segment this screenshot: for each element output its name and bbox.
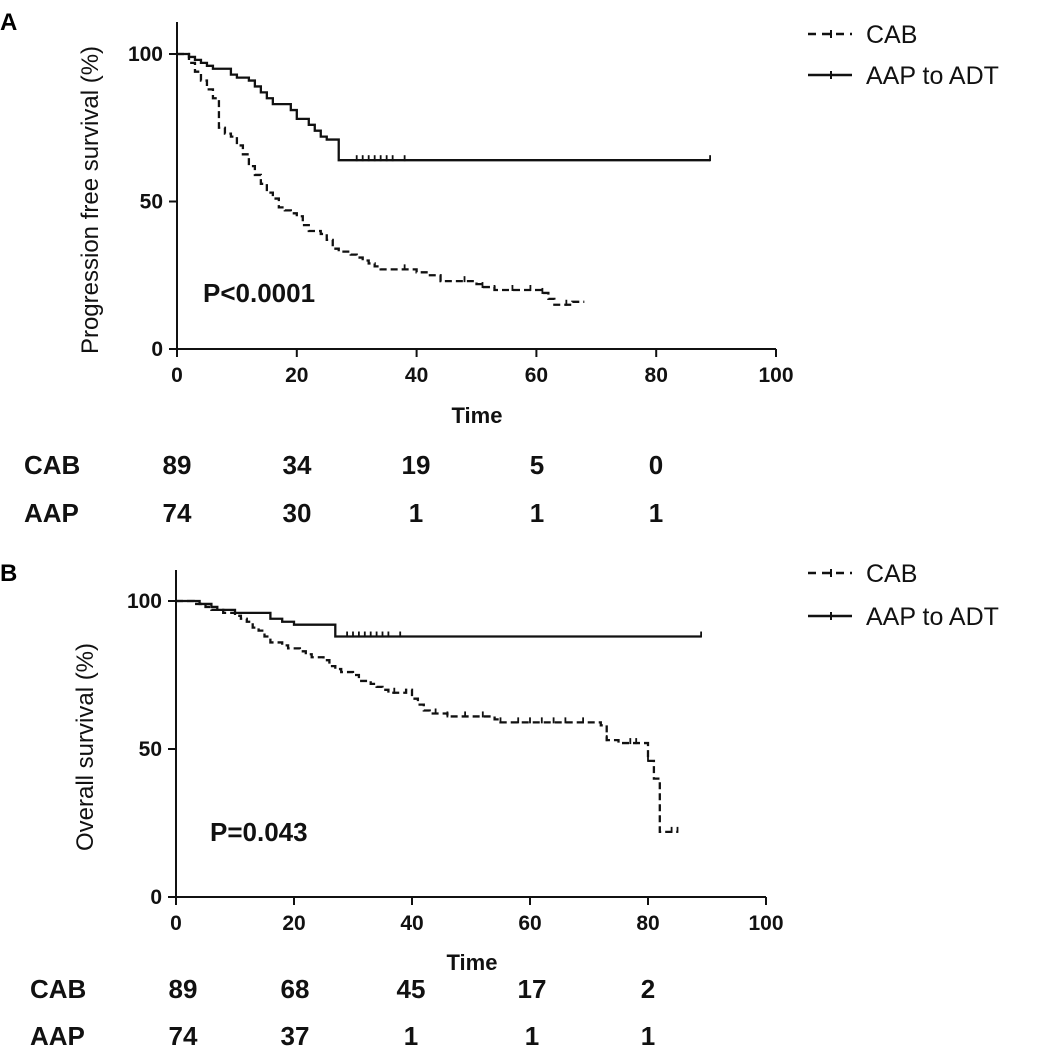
risk-count-aap-a: 1 — [649, 498, 663, 528]
legend-label-aap-b: AAP to ADT — [866, 603, 999, 631]
risk-label-aap-b: AAP — [30, 1021, 85, 1048]
risk-count-cab-b: 68 — [281, 974, 310, 1004]
risk-count-cab-a: 89 — [163, 450, 192, 480]
risk-count-cab-b: 17 — [518, 974, 547, 1004]
risk-count-cab-a: 19 — [402, 450, 431, 480]
x-axis-title-b: Time — [447, 950, 498, 975]
risk-table-b: CAB 89 68 45 17 2 AAP 74 37 1 1 1 — [30, 974, 655, 1048]
panel-letter-b: B — [0, 560, 17, 587]
x-tick-label-a: 0 — [171, 364, 183, 387]
legend-label-cab-a: CAB — [866, 21, 917, 49]
cab-curve-a — [177, 52, 585, 306]
panel-letter-a: A — [0, 9, 17, 36]
x-tick-label-a: 40 — [405, 364, 428, 387]
y-tick-label-b: 0 — [150, 886, 162, 909]
risk-count-cab-a: 5 — [530, 450, 544, 480]
risk-label-cab-a: CAB — [24, 450, 80, 480]
y-tick-label-b: 100 — [127, 590, 162, 613]
x-tick-label-a: 80 — [645, 364, 668, 387]
x-tick-label-b: 0 — [170, 912, 182, 935]
x-tick-label-b: 100 — [748, 912, 783, 935]
x-axis-title-a: Time — [452, 403, 503, 428]
x-tick-label-a: 20 — [285, 364, 308, 387]
risk-count-cab-b: 89 — [169, 974, 198, 1004]
panel-b: B 0 20 40 60 80 100 0 50 100 Overall survival (%… — [0, 560, 999, 1048]
x-tick-label-a: 60 — [525, 364, 548, 387]
cab-curve-b — [176, 599, 678, 834]
p-value-b: P=0.043 — [210, 817, 308, 847]
y-tick-label-a: 0 — [151, 338, 163, 361]
y-tick-label-a: 50 — [140, 191, 163, 214]
risk-count-aap-b: 1 — [641, 1021, 655, 1048]
p-value-a: P<0.0001 — [203, 278, 315, 308]
risk-count-cab-b: 45 — [397, 974, 426, 1004]
km-plot-b: 0 20 40 60 80 100 0 50 100 — [127, 570, 784, 935]
risk-count-aap-b: 37 — [281, 1021, 310, 1048]
y-tick-label-b: 50 — [139, 738, 162, 761]
risk-count-cab-a: 34 — [283, 450, 312, 480]
risk-count-aap-b: 1 — [525, 1021, 539, 1048]
risk-table-a: CAB 89 34 19 5 0 AAP 74 30 1 1 1 — [24, 450, 663, 528]
risk-label-cab-b: CAB — [30, 974, 86, 1004]
aap-curve-a — [177, 52, 711, 162]
legend-a: CAB AAP to ADT — [808, 21, 999, 90]
risk-count-aap-b: 1 — [404, 1021, 418, 1048]
y-axis-title-a: Progression free survival (%) — [77, 46, 104, 354]
x-tick-label-b: 60 — [518, 912, 541, 935]
risk-label-aap-a: AAP — [24, 498, 79, 528]
x-tick-label-b: 80 — [636, 912, 659, 935]
aap-curve-b — [176, 599, 702, 638]
legend-label-aap-a: AAP to ADT — [866, 62, 999, 90]
x-tick-label-a: 100 — [758, 364, 793, 387]
risk-count-cab-a: 0 — [649, 450, 663, 480]
risk-count-cab-b: 2 — [641, 974, 655, 1004]
y-tick-label-a: 100 — [128, 43, 163, 66]
y-axis-title-b: Overall survival (%) — [72, 643, 99, 851]
km-plot-a: 0 20 40 60 80 100 0 50 100 — [128, 22, 794, 387]
risk-count-aap-a: 30 — [283, 498, 312, 528]
risk-count-aap-b: 74 — [169, 1021, 198, 1048]
risk-count-aap-a: 74 — [163, 498, 192, 528]
risk-count-aap-a: 1 — [409, 498, 423, 528]
legend-label-cab-b: CAB — [866, 560, 917, 588]
legend-b: CAB AAP to ADT — [808, 560, 999, 631]
risk-count-aap-a: 1 — [530, 498, 544, 528]
x-tick-label-b: 20 — [282, 912, 305, 935]
x-tick-label-b: 40 — [400, 912, 423, 935]
